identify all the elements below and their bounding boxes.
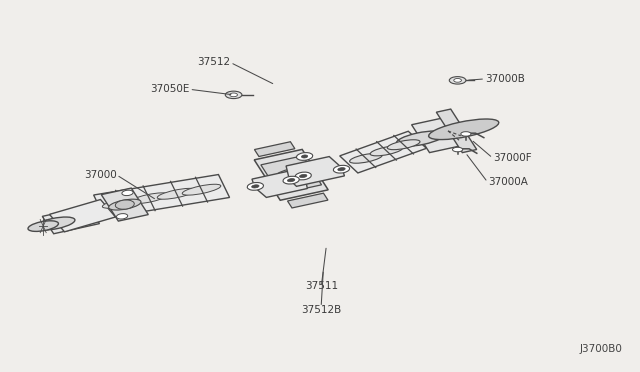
Ellipse shape	[35, 217, 75, 230]
Ellipse shape	[130, 193, 168, 204]
Text: 37000: 37000	[84, 170, 116, 180]
Ellipse shape	[225, 91, 242, 99]
Text: 37000F: 37000F	[493, 153, 531, 163]
Ellipse shape	[28, 221, 58, 231]
Ellipse shape	[442, 125, 477, 136]
Ellipse shape	[370, 146, 403, 156]
Ellipse shape	[295, 172, 311, 180]
Ellipse shape	[275, 169, 307, 181]
Polygon shape	[412, 116, 468, 153]
Text: 37000A: 37000A	[488, 177, 527, 187]
Ellipse shape	[454, 129, 465, 132]
Ellipse shape	[333, 165, 349, 173]
Text: 37512B: 37512B	[301, 305, 341, 314]
Ellipse shape	[449, 126, 470, 134]
Text: J3700B0: J3700B0	[579, 344, 622, 354]
Ellipse shape	[247, 183, 264, 190]
Ellipse shape	[182, 184, 221, 195]
Polygon shape	[287, 193, 328, 208]
Ellipse shape	[102, 197, 141, 208]
Ellipse shape	[252, 185, 259, 188]
Ellipse shape	[449, 77, 466, 84]
Text: 37511: 37511	[305, 282, 338, 291]
Polygon shape	[252, 169, 307, 198]
Ellipse shape	[435, 122, 484, 138]
Ellipse shape	[283, 176, 300, 184]
Text: 37512: 37512	[197, 58, 230, 67]
Polygon shape	[42, 206, 99, 234]
Text: 37000B: 37000B	[485, 74, 525, 84]
Ellipse shape	[109, 199, 141, 210]
Ellipse shape	[396, 131, 445, 146]
Ellipse shape	[300, 174, 307, 177]
Ellipse shape	[461, 132, 471, 136]
Ellipse shape	[296, 153, 313, 160]
Polygon shape	[254, 150, 328, 200]
Polygon shape	[286, 157, 344, 186]
Polygon shape	[261, 156, 321, 194]
Polygon shape	[101, 188, 148, 221]
Ellipse shape	[387, 140, 420, 150]
Polygon shape	[93, 174, 230, 218]
Ellipse shape	[338, 168, 345, 171]
Ellipse shape	[301, 155, 308, 158]
Ellipse shape	[116, 214, 128, 219]
Ellipse shape	[454, 78, 461, 82]
Polygon shape	[340, 131, 426, 173]
Ellipse shape	[452, 147, 463, 152]
Ellipse shape	[115, 200, 134, 209]
Ellipse shape	[429, 119, 499, 140]
Ellipse shape	[287, 179, 295, 182]
Text: 37050E: 37050E	[150, 84, 189, 94]
Polygon shape	[436, 109, 477, 153]
Ellipse shape	[157, 188, 196, 199]
Polygon shape	[49, 199, 116, 232]
Ellipse shape	[122, 190, 133, 196]
Ellipse shape	[349, 153, 382, 163]
Ellipse shape	[230, 93, 237, 97]
Polygon shape	[255, 142, 295, 157]
